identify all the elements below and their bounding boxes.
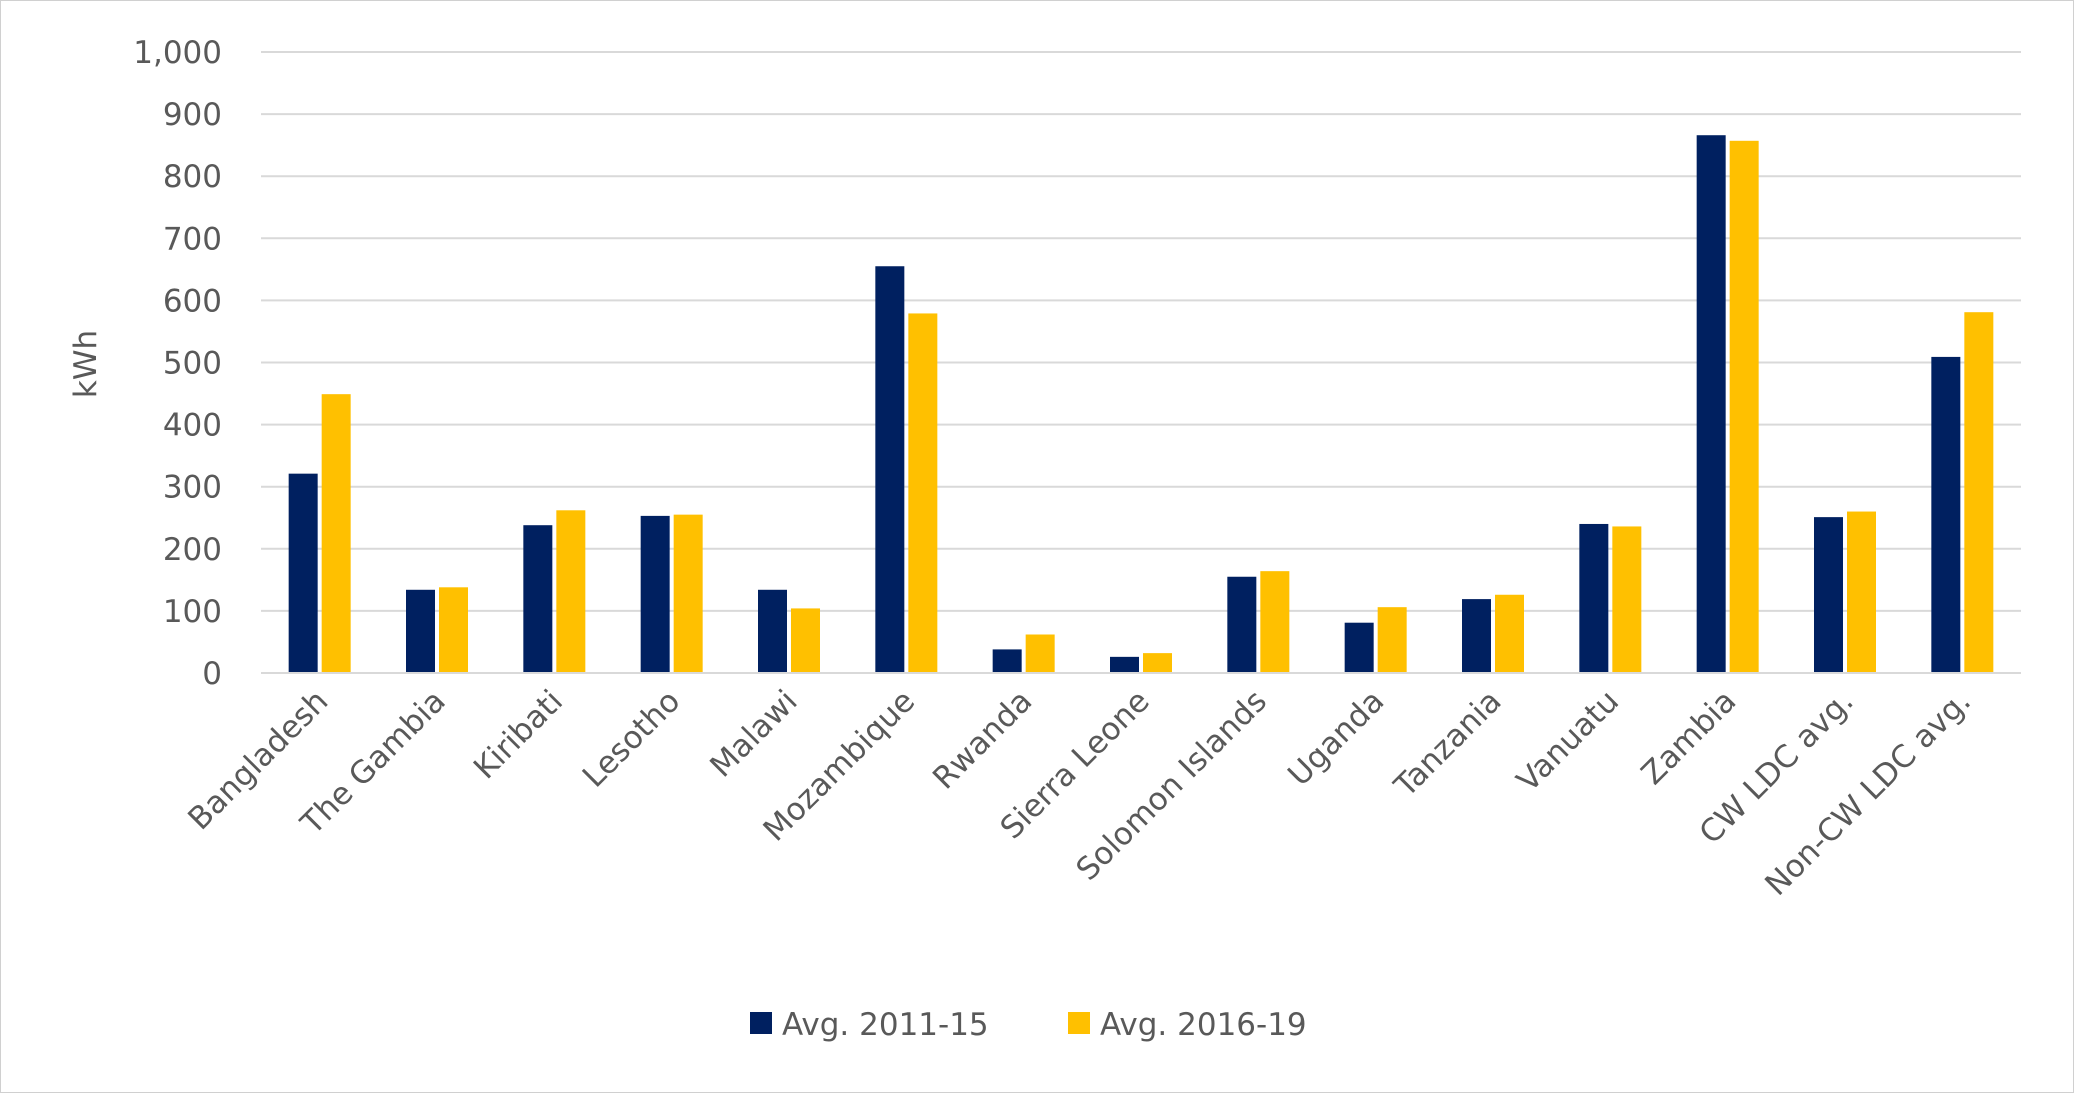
y-tick-label: 100 [163,594,222,630]
y-tick-label: 400 [163,408,222,444]
bar-2011-15 [640,515,670,673]
bar-2011-15 [1579,523,1609,673]
bar-2011-15 [758,589,787,673]
bar-2011-15 [1931,356,1961,673]
bar-2016-19 [556,510,586,673]
y-tick-label: 600 [163,283,222,319]
x-category-label: Vanuatu [1510,683,1626,799]
y-tick-label: 300 [163,470,222,506]
x-category-label: Zambia [1635,683,1744,792]
bar-2011-15 [1814,517,1843,673]
legend-swatch [1068,1012,1090,1034]
legend-label: Avg. 2011-15 [782,1007,989,1043]
y-axis-ticks: 0 100 200 300 400 500 600 700 800 900 1,000 [133,35,222,692]
bar-2016-19 [1964,312,1994,673]
bar-2011-15 [1696,135,1726,674]
bar-2016-19 [321,394,351,673]
bar-2011-15 [523,525,553,673]
bar-2011-15 [406,589,435,673]
legend-label: Avg. 2016-19 [1100,1007,1307,1043]
x-category-label: Rwanda [926,683,1039,796]
bars [288,135,1994,674]
x-category-label: Non-CW LDC avg. [1758,683,1978,903]
y-tick-label: 500 [163,346,222,382]
bar-2016-19 [1377,607,1407,673]
y-tick-label: 700 [163,221,222,257]
y-tick-label: 800 [163,159,222,195]
y-tick-label: 900 [163,97,222,133]
bar-2016-19 [1495,594,1524,673]
legend-swatch [750,1012,772,1034]
x-category-label: Malawi [703,683,804,784]
y-tick-label: 0 [202,656,222,692]
bar-2016-19 [908,313,938,673]
bar-2011-15 [992,649,1022,673]
bar-2016-19 [1025,634,1055,673]
x-category-label: Lesotho [576,683,688,795]
x-category-label: Uganda [1281,683,1391,793]
bar-2011-15 [1462,599,1491,673]
y-tick-label: 200 [163,532,222,568]
bar-2016-19 [439,587,468,673]
bar-2011-15 [1344,622,1374,673]
legend: Avg. 2011-15 Avg. 2016-19 [750,1007,1307,1043]
bar-2011-15 [1110,656,1139,673]
y-axis-label: kWh [68,330,104,398]
bar-2011-15 [1227,576,1257,673]
bar-2016-19 [791,608,820,673]
bar-2016-19 [1847,511,1876,673]
x-category-label: Tanzania [1387,683,1509,805]
bar-2016-19 [673,514,703,673]
bar-2011-15 [288,473,318,673]
y-tick-label: 1,000 [133,35,222,71]
bar-2016-19 [1729,140,1759,674]
gridlines [261,51,2021,612]
bar-2016-19 [1260,571,1290,673]
bar-2011-15 [875,266,905,673]
bar-2016-19 [1143,653,1172,673]
x-category-label: Kiribati [467,683,570,786]
bar-2016-19 [1612,526,1642,673]
